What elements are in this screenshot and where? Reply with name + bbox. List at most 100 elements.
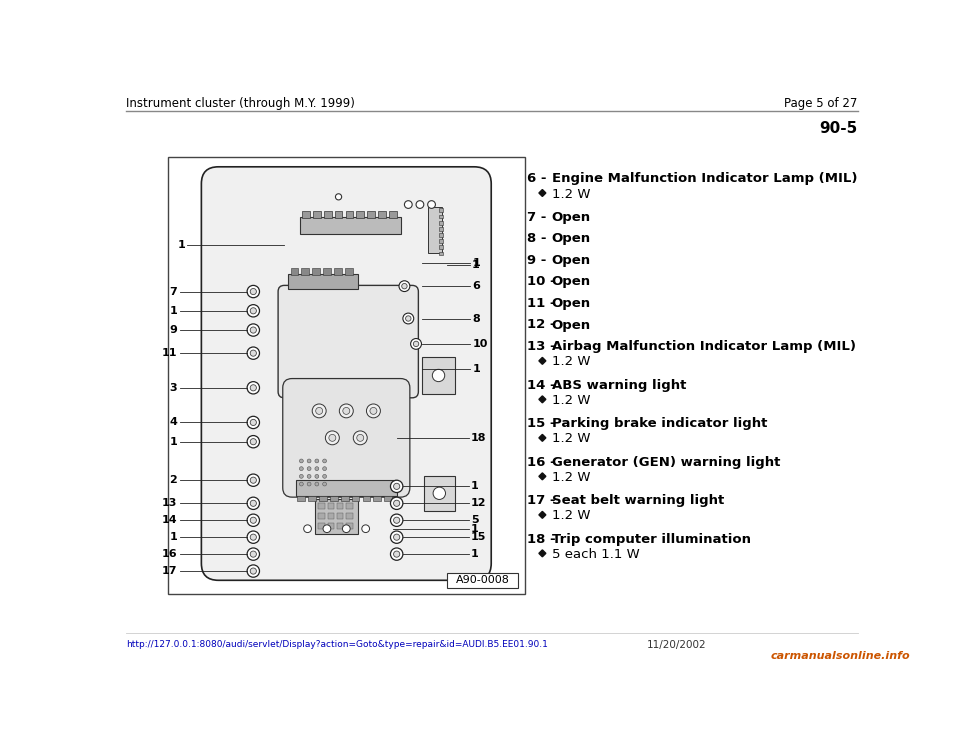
Text: 5: 5 <box>471 515 479 525</box>
Circle shape <box>247 416 259 429</box>
Circle shape <box>362 525 370 533</box>
Bar <box>347 503 352 510</box>
Circle shape <box>401 283 407 289</box>
Circle shape <box>303 525 311 533</box>
Text: 1: 1 <box>471 524 479 533</box>
Circle shape <box>404 200 412 209</box>
Bar <box>440 214 444 218</box>
Text: 12: 12 <box>471 499 487 508</box>
Polygon shape <box>539 358 546 364</box>
Circle shape <box>353 431 368 444</box>
Bar <box>334 269 342 275</box>
Bar <box>423 476 455 511</box>
Polygon shape <box>539 550 546 556</box>
Text: Seat belt warning light: Seat belt warning light <box>552 494 724 507</box>
Text: Open: Open <box>552 275 590 289</box>
Text: 6: 6 <box>472 281 481 291</box>
Text: Open: Open <box>552 297 590 310</box>
Bar <box>327 503 334 510</box>
Bar <box>330 496 338 501</box>
Text: 17 -: 17 - <box>527 494 556 507</box>
Circle shape <box>394 534 399 540</box>
Circle shape <box>247 531 259 543</box>
Polygon shape <box>539 511 546 519</box>
Bar <box>327 523 334 530</box>
Text: 14 -: 14 - <box>527 378 556 392</box>
Text: Page 5 of 27: Page 5 of 27 <box>784 96 858 110</box>
Text: 17: 17 <box>162 566 178 576</box>
Text: 13: 13 <box>162 499 178 508</box>
Text: 4: 4 <box>170 418 178 427</box>
Circle shape <box>427 200 436 209</box>
Circle shape <box>251 289 256 295</box>
Text: 1: 1 <box>471 549 479 559</box>
Circle shape <box>432 370 444 381</box>
Circle shape <box>343 407 349 414</box>
Polygon shape <box>539 434 546 441</box>
Bar <box>324 211 331 217</box>
Bar <box>440 233 444 237</box>
Circle shape <box>251 327 256 333</box>
Bar <box>440 252 444 255</box>
Bar <box>363 496 371 501</box>
Circle shape <box>323 459 326 463</box>
Circle shape <box>247 286 259 298</box>
Text: 11: 11 <box>162 348 178 358</box>
Text: http://127.0.0.1:8080/audi/servlet/Display?action=Goto&type=repair&id=AUDI.B5.EE: http://127.0.0.1:8080/audi/servlet/Displ… <box>126 640 548 649</box>
Bar <box>378 211 386 217</box>
Circle shape <box>315 474 319 479</box>
Circle shape <box>315 467 319 470</box>
Text: 15: 15 <box>471 532 487 542</box>
Text: 7 -: 7 - <box>527 211 546 223</box>
Circle shape <box>411 338 421 349</box>
Bar <box>302 211 310 217</box>
Text: 14: 14 <box>161 515 178 525</box>
Circle shape <box>300 482 303 486</box>
Text: 7: 7 <box>170 286 178 297</box>
Circle shape <box>247 305 259 317</box>
Text: 16: 16 <box>161 549 178 559</box>
Circle shape <box>394 551 399 557</box>
Polygon shape <box>539 396 546 403</box>
Circle shape <box>247 324 259 336</box>
Text: 1.2 W: 1.2 W <box>552 510 590 522</box>
Circle shape <box>300 467 303 470</box>
Bar <box>389 211 396 217</box>
Bar <box>324 269 331 275</box>
Text: 1: 1 <box>170 306 178 316</box>
Bar <box>312 269 320 275</box>
Circle shape <box>403 313 414 324</box>
Circle shape <box>323 467 326 470</box>
Text: 16 -: 16 - <box>527 456 556 468</box>
Bar <box>345 269 352 275</box>
Circle shape <box>323 474 326 479</box>
Circle shape <box>247 436 259 448</box>
Text: 8: 8 <box>472 314 480 324</box>
Circle shape <box>307 467 311 470</box>
Text: Trip computer illumination: Trip computer illumination <box>552 533 751 545</box>
Bar <box>351 496 359 501</box>
Circle shape <box>394 500 399 506</box>
Bar <box>440 246 444 249</box>
Text: Airbag Malfunction Indicator Lamp (MIL): Airbag Malfunction Indicator Lamp (MIL) <box>552 340 855 353</box>
Circle shape <box>357 434 364 441</box>
Circle shape <box>414 341 419 347</box>
Bar <box>384 496 392 501</box>
Circle shape <box>247 497 259 510</box>
Text: 9 -: 9 - <box>527 254 546 267</box>
FancyBboxPatch shape <box>202 167 492 580</box>
Bar <box>347 513 352 519</box>
Circle shape <box>251 517 256 523</box>
Bar <box>422 357 455 394</box>
Text: Open: Open <box>552 211 590 223</box>
Bar <box>319 513 324 519</box>
Circle shape <box>391 514 403 526</box>
Circle shape <box>247 474 259 486</box>
Bar <box>347 523 352 530</box>
Text: 1: 1 <box>170 437 178 447</box>
Text: 11 -: 11 - <box>527 297 556 310</box>
Bar <box>346 211 353 217</box>
Text: A90-0008: A90-0008 <box>456 575 510 585</box>
Bar <box>327 513 334 519</box>
Circle shape <box>325 431 339 444</box>
